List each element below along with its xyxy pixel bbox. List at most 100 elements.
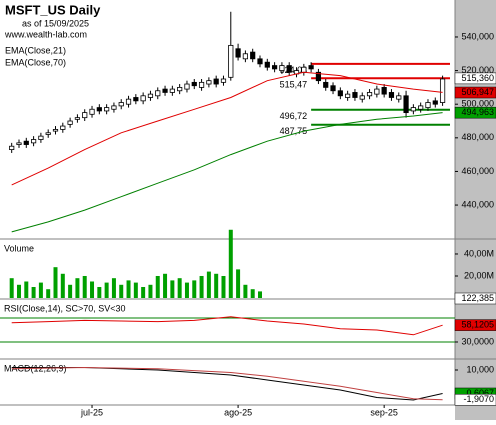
level-label: 496,72 bbox=[280, 111, 308, 121]
bar bbox=[90, 281, 95, 298]
bar bbox=[184, 282, 189, 298]
value-box bbox=[454, 86, 496, 99]
source: www.wealth-lab.com bbox=[4, 29, 87, 39]
candle-body bbox=[352, 92, 358, 98]
candle-body bbox=[147, 93, 154, 98]
y-tick-label: 480,000 bbox=[461, 132, 494, 142]
candle-body bbox=[38, 135, 44, 140]
candle-body bbox=[16, 142, 22, 145]
candle-body bbox=[301, 66, 307, 73]
candle-body bbox=[30, 139, 37, 144]
candle-body bbox=[337, 90, 343, 97]
candle-body bbox=[198, 81, 205, 88]
candle-body bbox=[133, 97, 139, 102]
candle-body bbox=[220, 78, 227, 83]
series-line bbox=[11, 367, 443, 401]
candle-body bbox=[213, 78, 219, 85]
candle-body bbox=[315, 71, 322, 82]
candle-body bbox=[308, 65, 314, 70]
value-box bbox=[454, 394, 496, 406]
y-tick-label: 20,00M bbox=[464, 270, 494, 280]
candle-body bbox=[169, 88, 175, 93]
chart-title: MSFT_US Daily bbox=[5, 2, 101, 17]
bar bbox=[243, 284, 248, 298]
candle-body bbox=[111, 105, 117, 110]
value-box-label: 506,947 bbox=[461, 87, 494, 97]
candle-body bbox=[140, 95, 146, 102]
candle-body bbox=[9, 145, 15, 150]
y-tick-label: 30,0000 bbox=[461, 336, 494, 346]
candle-body bbox=[403, 95, 409, 114]
value-box bbox=[454, 72, 496, 85]
candle-body bbox=[439, 78, 446, 103]
candle-body bbox=[418, 105, 424, 110]
bar bbox=[221, 275, 226, 298]
candle-body bbox=[272, 65, 278, 70]
candle-body bbox=[396, 95, 402, 100]
bar bbox=[163, 273, 168, 298]
bar bbox=[214, 273, 219, 298]
bar bbox=[53, 267, 58, 298]
bar bbox=[258, 291, 262, 298]
bar bbox=[148, 284, 153, 298]
bar bbox=[68, 284, 73, 298]
bar bbox=[228, 229, 233, 298]
panel-title: RSI(Close,14), SC>70, SV<30 bbox=[4, 303, 126, 313]
candle-body bbox=[191, 81, 197, 87]
bar bbox=[155, 275, 160, 298]
bar bbox=[75, 278, 80, 298]
y-tick-label: 540,000 bbox=[461, 31, 494, 41]
level-label: 515,47 bbox=[280, 80, 308, 90]
candle-body bbox=[345, 93, 351, 98]
candle-body bbox=[89, 108, 95, 115]
candle-body bbox=[235, 48, 241, 58]
candle-body bbox=[366, 92, 373, 97]
axis-pane bbox=[455, 0, 496, 420]
value-box-label: 515,360 bbox=[461, 73, 494, 83]
value-box-label: -1,9070 bbox=[463, 394, 494, 404]
candle-body bbox=[162, 88, 168, 93]
candle-body bbox=[60, 125, 66, 130]
candle-body bbox=[45, 132, 51, 135]
bar bbox=[199, 275, 204, 298]
bar bbox=[60, 273, 65, 298]
bar bbox=[111, 278, 116, 298]
bar bbox=[38, 282, 43, 298]
bar bbox=[250, 289, 255, 298]
bar bbox=[119, 284, 124, 298]
candle-body bbox=[279, 65, 285, 71]
candle-body bbox=[286, 65, 292, 73]
value-box bbox=[454, 292, 496, 305]
candle-body bbox=[410, 107, 416, 112]
level-label: 487,75 bbox=[280, 126, 308, 136]
candle-body bbox=[323, 81, 329, 88]
candle-body bbox=[96, 107, 102, 112]
candle-body bbox=[374, 88, 380, 95]
series-line bbox=[11, 316, 443, 336]
candle-body bbox=[264, 61, 270, 68]
legend-entry: EMA(Close,21) bbox=[5, 45, 66, 55]
bar bbox=[9, 278, 14, 298]
candle-body bbox=[228, 44, 234, 78]
bar bbox=[192, 280, 197, 298]
candle-body bbox=[432, 100, 438, 105]
legend-entry: EMA(Close,70) bbox=[5, 57, 66, 67]
level-label: 524,03 bbox=[280, 65, 308, 75]
value-box-label: 494,963 bbox=[461, 107, 494, 117]
value-box bbox=[454, 319, 496, 331]
y-tick-label: 520,000 bbox=[461, 65, 494, 75]
series-line bbox=[11, 71, 443, 186]
bar bbox=[104, 282, 109, 298]
candle-body bbox=[242, 53, 248, 60]
candle-body bbox=[74, 117, 81, 120]
bar bbox=[46, 289, 51, 298]
candle-body bbox=[250, 51, 256, 60]
candle-body bbox=[23, 140, 29, 145]
bar bbox=[206, 271, 211, 298]
x-tick-label: sep-25 bbox=[370, 407, 398, 417]
bar bbox=[97, 286, 102, 298]
x-tick-label: jul-25 bbox=[80, 407, 103, 417]
bar bbox=[82, 275, 87, 298]
